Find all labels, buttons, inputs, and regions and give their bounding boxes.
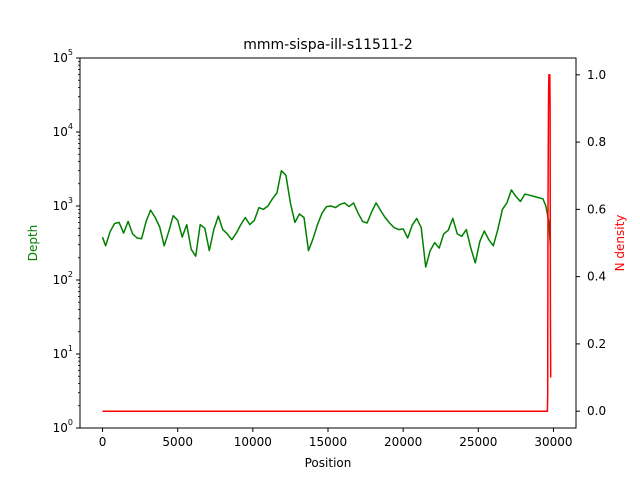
x-axis-label: Position [305, 456, 352, 470]
x-tick-label: 15000 [309, 435, 347, 449]
y-axis-right: 0.0 0.2 0.4 0.6 0.8 1.0 [576, 68, 606, 418]
y-left-tick-label: 104 [53, 122, 73, 139]
x-tick-label: 10000 [234, 435, 272, 449]
y-right-tick-label: 0.4 [587, 270, 606, 284]
x-tick-label: 25000 [459, 435, 497, 449]
x-tick-label: 20000 [384, 435, 422, 449]
y-axis-left-label: Depth [26, 225, 40, 262]
x-tick-label: 5000 [162, 435, 193, 449]
x-tick-label: 30000 [534, 435, 572, 449]
y-right-tick-label: 0.2 [587, 337, 606, 351]
y-axis-left: 100 101 102 103 104 105 [53, 48, 80, 435]
y-right-tick-label: 0.0 [587, 404, 606, 418]
depth-series-line [101, 169, 552, 268]
x-axis: 0 5000 10000 15000 20000 25000 30000 [99, 428, 573, 449]
y-left-tick-label: 105 [53, 48, 73, 65]
y-left-tick-label: 100 [53, 418, 73, 435]
n-density-series-line [102, 74, 552, 412]
plot-area [101, 74, 552, 412]
y-right-tick-label: 1.0 [587, 68, 606, 82]
y-left-tick-label: 103 [53, 196, 73, 213]
x-tick-label: 0 [99, 435, 107, 449]
y-left-tick-label: 101 [53, 344, 73, 361]
y-right-tick-label: 0.8 [587, 135, 606, 149]
y-axis-right-label: N density [613, 215, 627, 272]
y-right-tick-label: 0.6 [587, 202, 606, 216]
y-left-tick-label: 102 [53, 270, 73, 287]
chart-title: mmm-sispa-ill-s11511-2 [243, 37, 412, 53]
